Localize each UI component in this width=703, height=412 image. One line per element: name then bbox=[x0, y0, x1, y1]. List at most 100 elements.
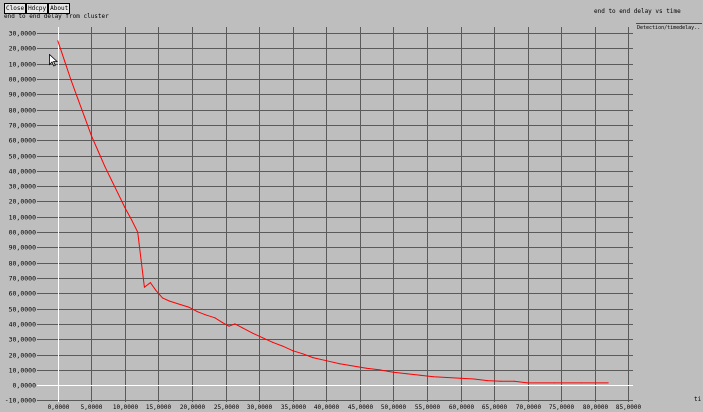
data-point bbox=[486, 380, 488, 382]
data-point bbox=[433, 376, 435, 378]
data-point bbox=[500, 380, 502, 382]
data-point bbox=[292, 350, 294, 352]
y-tick-label: 20,0000 bbox=[9, 198, 36, 206]
data-point bbox=[131, 219, 133, 221]
data-point bbox=[460, 377, 461, 379]
y-tick-label: 40,0000 bbox=[9, 168, 36, 176]
data-point bbox=[262, 337, 263, 339]
data-point bbox=[325, 360, 327, 362]
data-point bbox=[196, 311, 198, 313]
data-point bbox=[302, 353, 304, 355]
data-point bbox=[214, 317, 216, 319]
hardcopy-button[interactable]: Hdcpy bbox=[26, 3, 49, 14]
y-tick-label: 40,0000 bbox=[9, 321, 36, 329]
y-tick-label: 70,0000 bbox=[9, 275, 36, 283]
x-tick-label: 65,0000 bbox=[482, 404, 508, 411]
data-point bbox=[57, 40, 59, 42]
x-tick-label: 85,0000 bbox=[616, 404, 642, 411]
data-point bbox=[117, 193, 119, 195]
y-tick-label: 10,0000 bbox=[9, 61, 36, 69]
x-tick-label: 70,0000 bbox=[516, 404, 542, 411]
data-point bbox=[527, 382, 529, 384]
x-tick-label: 50,0000 bbox=[381, 404, 407, 411]
x-tick-label: 20,0000 bbox=[180, 404, 206, 411]
x-tick-label: 45,0000 bbox=[348, 404, 374, 411]
data-point bbox=[104, 165, 106, 167]
data-point bbox=[228, 325, 230, 327]
y-tick-label: 80,0000 bbox=[9, 260, 36, 268]
y-tick-label: 80,0000 bbox=[9, 107, 36, 115]
x-tick-label: 25,0000 bbox=[214, 404, 240, 411]
data-point bbox=[162, 297, 163, 299]
x-tick-label: 40,0000 bbox=[314, 404, 340, 411]
x-tick-label: 5,0000 bbox=[81, 404, 103, 411]
data-point bbox=[178, 303, 180, 305]
y-tick-label: 20,0000 bbox=[9, 45, 36, 53]
legend-swatch bbox=[636, 23, 702, 24]
grid-lines bbox=[37, 27, 633, 402]
data-point bbox=[234, 323, 236, 325]
data-point bbox=[77, 98, 79, 100]
x-tick-label: 75,0000 bbox=[549, 404, 575, 411]
x-tick-label: 55,0000 bbox=[415, 404, 441, 411]
tick-labels: 30,0000 20,0000 10,0000 00,0000 90,0000 80,00… bbox=[5, 30, 642, 411]
data-point bbox=[90, 135, 92, 137]
mouse-pointer-icon bbox=[49, 52, 59, 67]
data-point bbox=[241, 327, 243, 329]
x-tick-label: 0,0000 bbox=[48, 404, 70, 411]
data-point bbox=[473, 378, 475, 380]
series-line-0 bbox=[57, 40, 609, 384]
data-point bbox=[312, 357, 314, 359]
toolbar: Close Hdcpy About bbox=[4, 3, 71, 14]
y-tick-label: 00,0000 bbox=[9, 76, 36, 84]
data-point bbox=[513, 380, 515, 382]
about-button[interactable]: About bbox=[48, 3, 71, 14]
data-point bbox=[70, 80, 72, 82]
data-point bbox=[168, 300, 170, 302]
data-point bbox=[554, 382, 555, 384]
data-point bbox=[339, 363, 341, 365]
y-axis-label: end to end delay from cluster bbox=[4, 13, 109, 20]
x-tick-label: 80,0000 bbox=[583, 404, 609, 411]
data-point bbox=[282, 345, 284, 347]
data-point bbox=[379, 369, 381, 371]
data-point bbox=[251, 332, 253, 334]
x-tick-label: 10,0000 bbox=[113, 404, 139, 411]
x-tick-label: 35,0000 bbox=[281, 404, 307, 411]
data-point bbox=[111, 179, 112, 181]
data-point bbox=[272, 341, 274, 343]
close-button[interactable]: Close bbox=[4, 3, 27, 14]
y-tick-label: 60,0000 bbox=[9, 290, 36, 298]
y-tick-label: 50,0000 bbox=[9, 306, 36, 314]
data-point bbox=[446, 377, 448, 378]
data-point bbox=[419, 374, 421, 376]
y-tick-label: 30,0000 bbox=[9, 30, 36, 38]
data-point bbox=[64, 60, 65, 62]
y-tick-label: 90,0000 bbox=[9, 244, 36, 252]
data-point bbox=[155, 289, 157, 291]
y-tick-label: 90,0000 bbox=[9, 91, 36, 99]
data-point bbox=[607, 382, 609, 384]
data-point bbox=[97, 150, 99, 152]
zero-axis-lines bbox=[37, 27, 633, 402]
y-tick-label: 50,0000 bbox=[9, 153, 36, 161]
data-point bbox=[124, 207, 126, 209]
data-point bbox=[84, 116, 86, 118]
y-tick-label: 70,0000 bbox=[9, 122, 36, 130]
y-tick-label: 0,0000 bbox=[13, 382, 37, 390]
data-point bbox=[149, 282, 151, 284]
y-tick-label: 10,0000 bbox=[9, 367, 36, 375]
x-tick-label: 60,0000 bbox=[449, 404, 475, 411]
x-tick-label: 30,0000 bbox=[247, 404, 273, 411]
y-tick-label: -10,0000 bbox=[5, 397, 36, 405]
y-tick-label: 10,0000 bbox=[9, 214, 36, 222]
x-tick-label: 15,0000 bbox=[146, 404, 172, 411]
data-point bbox=[406, 373, 408, 375]
data-point bbox=[366, 367, 367, 369]
data-point bbox=[143, 286, 145, 288]
series-layer bbox=[57, 40, 609, 384]
legend-entry: Detection/timedelay.. bbox=[637, 25, 701, 31]
y-tick-label: 30,0000 bbox=[9, 183, 36, 191]
